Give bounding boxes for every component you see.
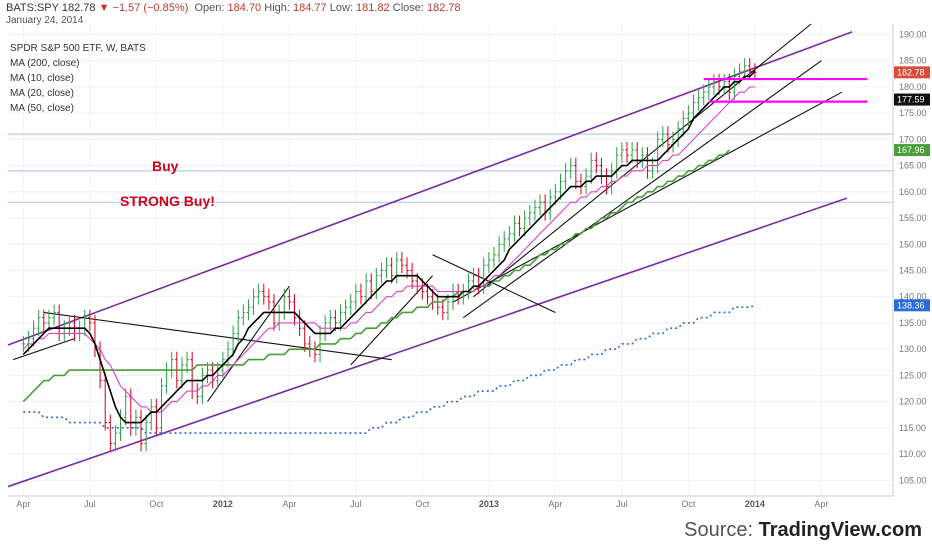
y-tick-label: 165.00: [899, 161, 927, 171]
y-axis-ticks: 105.00 110.00 115.00 120.00 125.00 130.00 135.…: [899, 29, 927, 485]
x-tick-label: Apr: [814, 499, 828, 509]
trend-line: [12, 338, 75, 361]
lower-channel-line: [7, 197, 848, 488]
x-tick-label: 2013: [479, 499, 499, 509]
last-price: 182.78: [61, 2, 96, 14]
y-tick-label: 130.00: [899, 344, 927, 354]
ma200-line: [23, 304, 756, 434]
price-badges: 182.78 177.59 167.96 138.36: [894, 66, 930, 312]
x-tick-label: Jul: [350, 499, 362, 509]
source-credit: Source: TradingView.com: [684, 519, 922, 542]
price-badge: [894, 299, 930, 312]
change: −1.57 (−0.85%): [112, 2, 189, 14]
ma10-line: [22, 70, 756, 424]
y-tick-label: 135.00: [899, 318, 927, 328]
x-tick-label: Apr: [282, 499, 296, 509]
open-label: Open:: [194, 2, 225, 14]
x-tick-label: Apr: [16, 499, 30, 509]
price-badge-label: 177.59: [897, 95, 925, 105]
low-label: Low:: [329, 2, 353, 14]
moving-averages: [22, 70, 756, 434]
x-tick-label: Oct: [415, 499, 430, 509]
price-badge-label: 167.96: [897, 145, 925, 155]
y-tick-label: 120.00: [899, 397, 927, 407]
y-tick-label: 110.00: [899, 449, 926, 459]
trend-line: [462, 60, 822, 319]
y-tick-label: 125.00: [899, 370, 927, 380]
y-tick-label: 180.00: [899, 82, 927, 92]
low-value: 181.82: [356, 2, 390, 14]
x-tick-label: Jul: [84, 499, 96, 509]
legend-ma200[interactable]: MA (200, close): [10, 58, 80, 69]
indicator-legend[interactable]: SPDR S&P 500 ETF, W, BATS MA (200, close…: [10, 41, 146, 116]
ma50-line: [22, 149, 730, 403]
y-tick-label: 170.00: [899, 134, 927, 144]
trend-line: [43, 311, 392, 361]
y-tick-label: 105.00: [899, 475, 927, 485]
close-label: Close:: [392, 2, 424, 14]
trend-line: [432, 254, 556, 313]
close-value: 182.78: [427, 2, 461, 14]
x-axis-ticks: Apr Jul Oct 2012 Apr Jul Oct 2013 Apr Jul Oct 2014 A…: [16, 499, 828, 509]
x-tick-label: Jul: [616, 499, 628, 509]
y-tick-label: 155.00: [899, 213, 927, 223]
legend-title: SPDR S&P 500 ETF, W, BATS: [10, 43, 146, 54]
horizontal-bands: [8, 133, 893, 203]
trend-line: [207, 285, 290, 402]
x-tick-label: 2012: [213, 499, 233, 509]
legend-ma20[interactable]: MA (20, close): [10, 88, 74, 99]
legend-ma10[interactable]: MA (10, close): [10, 73, 74, 84]
source-brand: TradingView.com: [758, 519, 922, 541]
price-badge: [894, 144, 930, 157]
y-tick-label: 140.00: [899, 292, 927, 302]
y-tick-label: 115.00: [899, 423, 926, 433]
source-prefix: Source:: [684, 519, 759, 541]
quote-date: January 24, 2014: [6, 15, 84, 26]
trend-line: [350, 275, 434, 366]
price-badge: [894, 66, 930, 79]
y-tick-label: 150.00: [899, 239, 927, 249]
upper-channel-line: [7, 31, 853, 346]
y-tick-label: 185.00: [899, 56, 927, 66]
high-label: High:: [264, 2, 290, 14]
price-badge-label: 138.36: [897, 300, 925, 310]
resistance-lines: [703, 77, 868, 103]
legend-ma50[interactable]: MA (50, close): [10, 103, 74, 114]
x-tick-label: Apr: [548, 499, 562, 509]
y-tick-label: 160.00: [899, 187, 927, 197]
price-badge-label: 182.78: [897, 67, 925, 77]
buy-annotation: Buy: [152, 158, 179, 174]
x-tick-label: Oct: [149, 499, 164, 509]
price-badge: [894, 93, 930, 106]
quote-header: BATS:SPY 182.78 ▼ −1.57 (−0.85%) Open: 1…: [6, 2, 461, 14]
trend-line: [452, 91, 843, 303]
symbol: BATS:SPY: [6, 2, 59, 14]
strong-buy-annotation: STRONG Buy!: [120, 193, 215, 209]
open-value: 184.70: [227, 2, 262, 14]
y-tick-label: 190.00: [899, 29, 927, 39]
high-value: 184.77: [293, 2, 327, 14]
grid: [8, 24, 893, 496]
ma20-line: [22, 86, 755, 413]
y-tick-label: 175.00: [899, 108, 927, 118]
x-tick-label: 2014: [745, 499, 765, 509]
x-tick-label: Oct: [681, 499, 696, 509]
y-tick-label: 145.00: [899, 265, 927, 275]
down-arrow-icon: ▼: [98, 2, 110, 14]
